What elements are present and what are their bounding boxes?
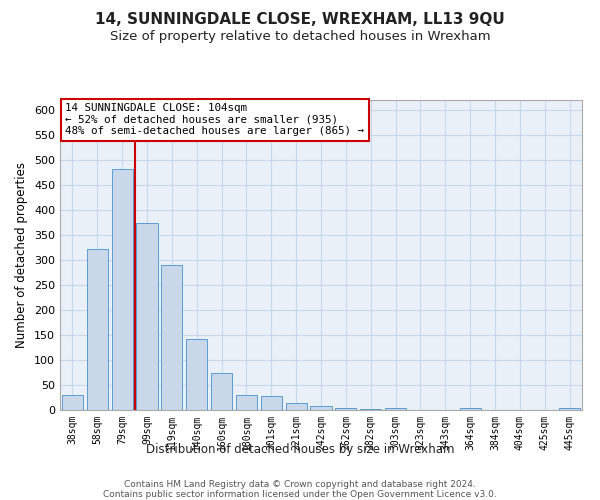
Bar — [62, 395, 83, 410]
Bar — [186, 338, 207, 410]
Text: Size of property relative to detached houses in Wrexham: Size of property relative to detached ho… — [110, 30, 490, 43]
Bar — [261, 396, 282, 410]
Bar — [87, 249, 108, 410]
Bar — [136, 222, 158, 410]
Bar — [211, 372, 232, 410]
Text: Contains HM Land Registry data © Crown copyright and database right 2024.
Contai: Contains HM Land Registry data © Crown c… — [103, 480, 497, 500]
Bar — [236, 395, 257, 410]
Bar — [161, 265, 182, 410]
Bar — [385, 408, 406, 410]
Text: Distribution of detached houses by size in Wrexham: Distribution of detached houses by size … — [146, 442, 454, 456]
Y-axis label: Number of detached properties: Number of detached properties — [16, 162, 28, 348]
Bar — [460, 408, 481, 410]
Bar — [559, 408, 580, 410]
Text: 14, SUNNINGDALE CLOSE, WREXHAM, LL13 9QU: 14, SUNNINGDALE CLOSE, WREXHAM, LL13 9QU — [95, 12, 505, 28]
Text: 14 SUNNINGDALE CLOSE: 104sqm
← 52% of detached houses are smaller (935)
48% of s: 14 SUNNINGDALE CLOSE: 104sqm ← 52% of de… — [65, 103, 364, 136]
Bar — [335, 408, 356, 410]
Bar — [310, 406, 332, 410]
Bar — [360, 408, 381, 410]
Bar — [286, 402, 307, 410]
Bar — [112, 168, 133, 410]
